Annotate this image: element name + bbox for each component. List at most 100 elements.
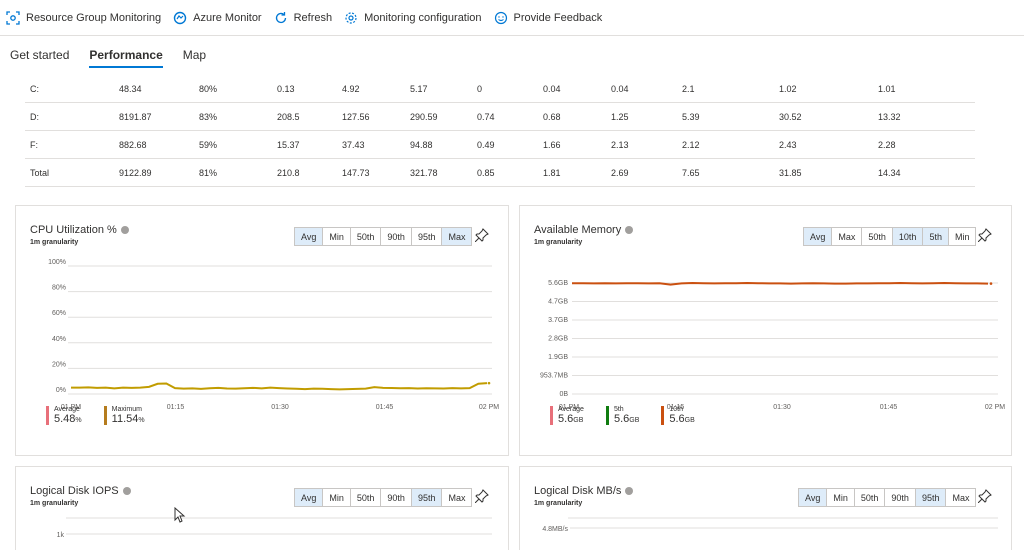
legend-swatch <box>661 406 665 425</box>
table-cell: 2.43 <box>779 140 797 150</box>
info-icon[interactable] <box>122 487 131 495</box>
tab-performance[interactable]: Performance <box>89 48 163 68</box>
agg-50th-button[interactable]: 50th <box>350 228 382 245</box>
table-cell: 127.56 <box>342 112 370 122</box>
x-tick-label: 01 PM <box>559 404 579 411</box>
pin-icon[interactable] <box>978 489 992 503</box>
table-cell: 14.34 <box>878 168 901 178</box>
available-memory-card: Available Memory 1m granularity Avg Max … <box>519 205 1012 456</box>
agg-min-button[interactable]: Min <box>323 228 351 245</box>
table-cell: 59% <box>199 140 218 150</box>
agg-90th-button[interactable]: 90th <box>885 489 916 506</box>
table-cell: 882.68 <box>119 140 147 150</box>
command-bar: Resource Group Monitoring Azure Monitor … <box>0 0 1024 36</box>
table-cell: 94.88 <box>410 140 433 150</box>
info-icon[interactable] <box>625 487 634 495</box>
tab-get-started[interactable]: Get started <box>10 48 70 62</box>
table-cell: 0.49 <box>477 140 495 150</box>
table-row: F: 882.68 59% 15.37 37.43 94.88 0.49 1.6… <box>25 131 975 159</box>
legend-item-average: Average 5.48% <box>46 406 82 425</box>
legend-unit: GB <box>629 417 640 424</box>
agg-min-button[interactable]: Min <box>948 228 976 245</box>
table-cell: 0.04 <box>543 84 561 94</box>
agg-max-button[interactable]: Max <box>442 489 472 506</box>
resource-group-monitoring-label: Resource Group Monitoring <box>26 11 162 24</box>
legend-number: 5.6 <box>613 413 630 425</box>
legend-unit: GB <box>573 417 584 424</box>
table-cell: 2.13 <box>611 140 629 150</box>
monitoring-configuration-button[interactable]: Monitoring configuration <box>344 11 482 25</box>
y-tick-label: 953.7MB <box>540 373 568 380</box>
agg-avg-button[interactable]: Avg <box>295 489 324 506</box>
legend-item-10th: 10th 5.6GB <box>661 406 695 425</box>
cpu-granularity: 1m granularity <box>30 239 79 246</box>
legend-value: 11.54% <box>112 413 145 425</box>
agg-avg-button[interactable]: Avg <box>804 228 833 245</box>
agg-95th-button[interactable]: 95th <box>915 489 947 506</box>
agg-min-button[interactable]: Min <box>323 489 351 506</box>
table-cell: 1.02 <box>779 84 797 94</box>
y-tick-label: 20% <box>52 361 66 368</box>
table-cell: 2.12 <box>682 140 700 150</box>
azure-monitor-button[interactable]: Azure Monitor <box>173 11 262 25</box>
y-tick-label: 40% <box>52 336 66 343</box>
agg-min-button[interactable]: Min <box>827 489 855 506</box>
legend-number: 5.6 <box>669 413 685 425</box>
y-tick-label: 80% <box>52 285 66 292</box>
table-cell: 0.13 <box>277 84 295 94</box>
agg-90th-button[interactable]: 90th <box>381 228 412 245</box>
table-cell: 48.34 <box>119 84 142 94</box>
agg-max-button[interactable]: Max <box>832 228 863 245</box>
table-cell: C: <box>30 84 39 94</box>
tab-map[interactable]: Map <box>182 48 207 62</box>
agg-95th-button[interactable]: 95th <box>411 489 443 506</box>
legend-swatch <box>550 406 553 425</box>
y-tick-label: 1k <box>57 532 65 539</box>
refresh-button[interactable]: Refresh <box>274 11 332 25</box>
table-cell: 210.8 <box>277 168 300 178</box>
table-row: Total 9122.89 81% 210.8 147.73 321.78 0.… <box>25 159 975 187</box>
table-cell: 5.17 <box>410 84 428 94</box>
table-cell: 147.73 <box>342 168 370 178</box>
legend-name: 5th <box>613 406 624 413</box>
iops-card-title: Logical Disk IOPS <box>30 485 131 497</box>
gear-icon <box>345 11 357 24</box>
mbps-aggregation-selector: Avg Min 50th 90th 95th Max <box>798 488 977 507</box>
provide-feedback-button[interactable]: Provide Feedback <box>494 11 602 25</box>
memory-legend: Average 5.6GB 5th 5.6GB 10th 5.6GB <box>550 406 717 425</box>
agg-5th-button[interactable]: 5th <box>923 228 949 245</box>
table-cell: 0.74 <box>477 112 495 122</box>
agg-50th-button[interactable]: 50th <box>854 489 886 506</box>
logical-disk-iops-card: Logical Disk IOPS 1m granularity Avg Min… <box>15 466 509 550</box>
cpu-plot: 100% 80% 60% 40% 20% 0% 01 PM 01:15 01:30 01:45 02… <box>48 259 499 411</box>
agg-avg-button[interactable]: Avg <box>799 489 828 506</box>
agg-avg-button[interactable]: Avg <box>295 228 324 245</box>
x-tick-label: 02 PM <box>985 404 1005 411</box>
table-cell: 0.04 <box>611 84 629 94</box>
table-cell: 2.28 <box>878 140 896 150</box>
table-cell: 1.81 <box>543 168 561 178</box>
agg-50th-button[interactable]: 50th <box>862 228 893 245</box>
y-tick-label: 5.6GB <box>548 280 568 287</box>
agg-max-button[interactable]: Max <box>442 228 472 245</box>
memory-plot: 5.6GB 4.7GB 3.7GB 2.8GB 1.9GB 953.7MB 0B 01 PM 0… <box>540 280 1005 411</box>
table-cell: 30.52 <box>779 112 802 122</box>
agg-95th-button[interactable]: 95th <box>411 228 443 245</box>
agg-90th-button[interactable]: 90th <box>381 489 412 506</box>
agg-max-button[interactable]: Max <box>946 489 976 506</box>
table-cell: 1.01 <box>878 84 896 94</box>
pin-icon[interactable] <box>475 228 489 242</box>
x-tick-label: 01:30 <box>773 404 791 411</box>
info-icon[interactable] <box>120 226 129 234</box>
pin-icon[interactable] <box>475 489 489 503</box>
refresh-icon <box>275 11 286 23</box>
cpu-card-title: CPU Utilization % <box>30 224 129 236</box>
table-cell: 8191.87 <box>119 112 152 122</box>
resource-group-monitoring-button[interactable]: Resource Group Monitoring <box>6 10 162 25</box>
info-icon[interactable] <box>625 226 634 234</box>
agg-50th-button[interactable]: 50th <box>350 489 382 506</box>
x-tick-label: 01:45 <box>376 404 394 411</box>
pin-icon[interactable] <box>978 228 992 242</box>
agg-10th-button[interactable]: 10th <box>892 228 924 245</box>
legend-name: Average <box>558 406 584 413</box>
